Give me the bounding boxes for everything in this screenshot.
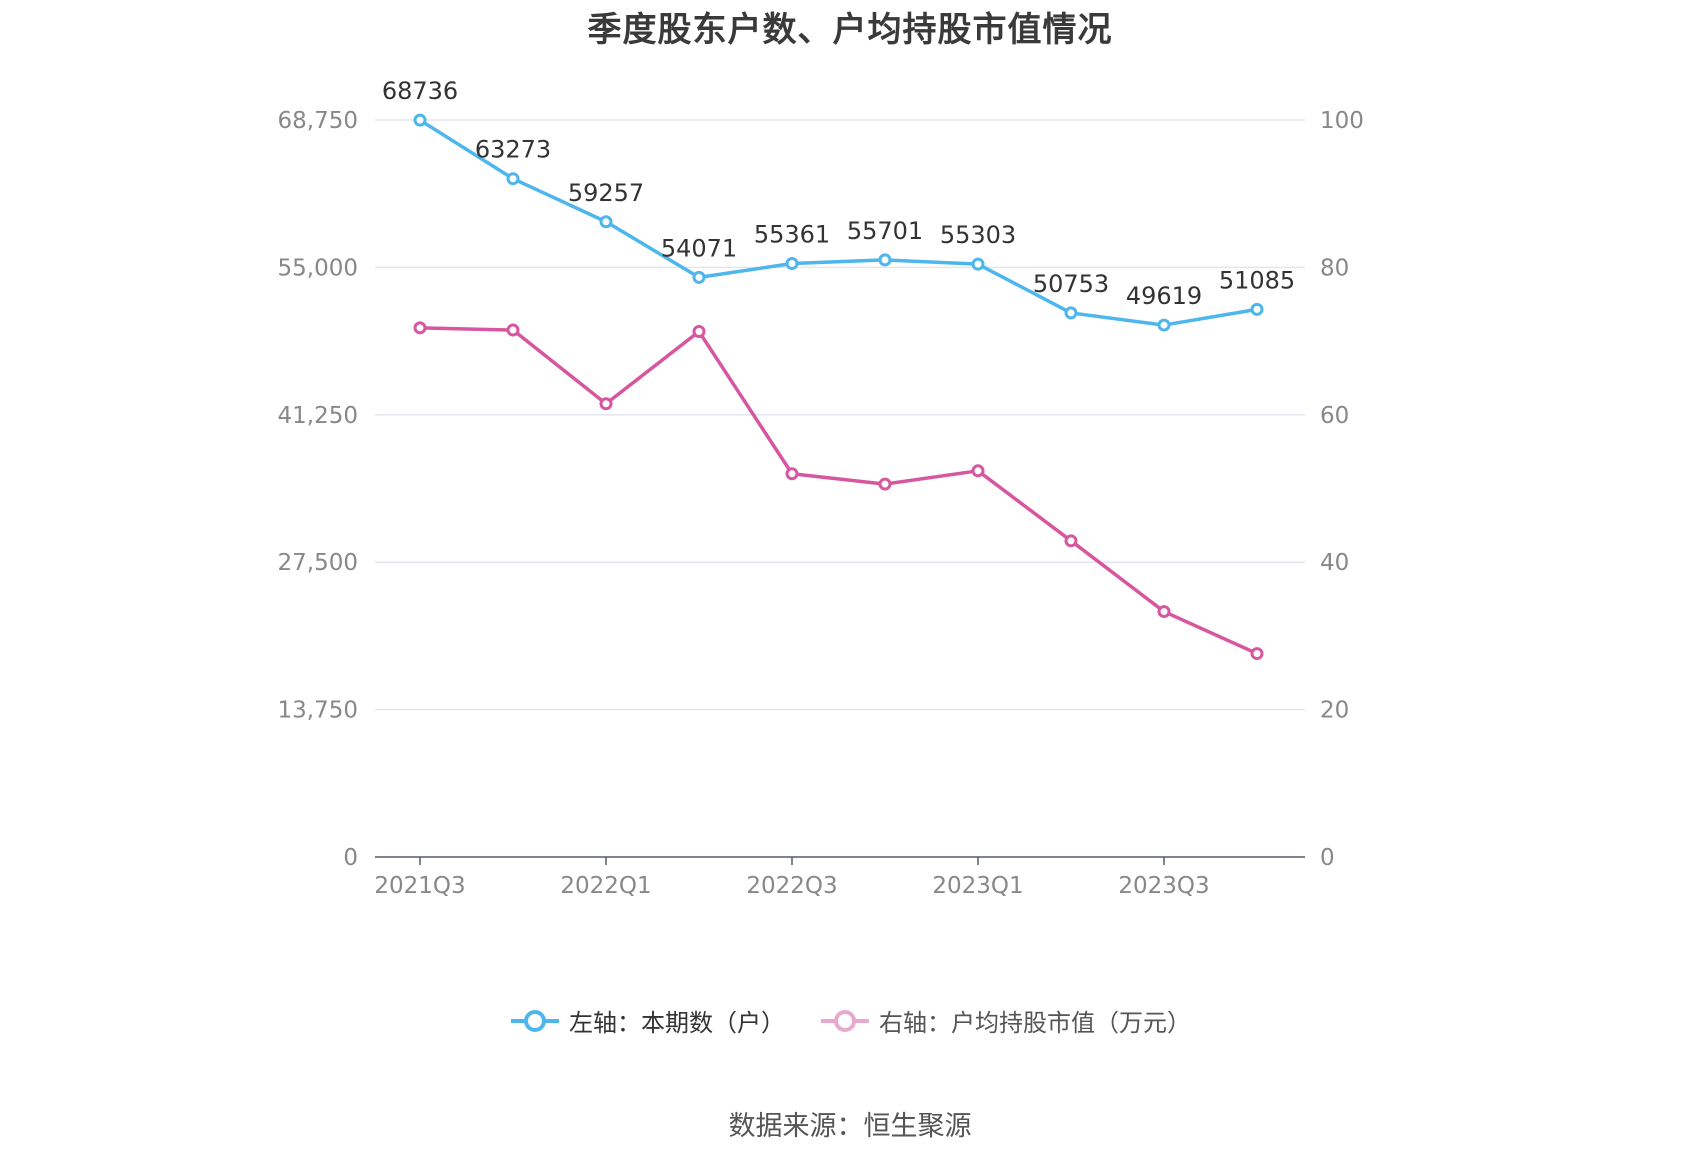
x-axis: 2021Q3 2022Q1 2022Q3 2023Q1 2023Q3 (374, 856, 1305, 899)
series-point-1 (1064, 534, 1078, 548)
x-tick-label: 2023Q1 (932, 873, 1023, 899)
y-left-tick-label: 13,750 (278, 698, 358, 724)
data-label: 51085 (1219, 266, 1295, 294)
series-point-0 (506, 172, 520, 186)
series-line-1 (419, 326, 1258, 656)
legend-label-households: 左轴：本期数（户） (569, 1009, 785, 1037)
series-point-1 (692, 325, 706, 339)
data-label: 49619 (1126, 282, 1202, 310)
x-tick-label: 2022Q1 (560, 873, 651, 899)
series-point-1 (785, 467, 799, 481)
series-point-1 (971, 464, 985, 478)
legend-line-marker-icon (511, 1009, 559, 1032)
y-right-tick-label: 0 (1320, 845, 1335, 871)
series-point-0 (1064, 306, 1078, 320)
data-label: 55701 (847, 217, 923, 245)
x-tick-label: 2023Q3 (1118, 873, 1209, 899)
data-label: 55303 (940, 221, 1016, 249)
y-axis-right: 0 20 40 60 80 100 (1320, 108, 1364, 871)
series-point-0 (1157, 318, 1171, 332)
data-label: 68736 (382, 77, 458, 105)
legend-line-marker-icon (821, 1009, 869, 1032)
x-tick-label: 2022Q3 (746, 873, 837, 899)
series-point-0 (692, 270, 706, 284)
series-point-0 (413, 113, 427, 127)
series-lines (419, 118, 1258, 656)
y-left-tick-label: 41,250 (278, 403, 358, 429)
series-point-0 (878, 253, 892, 267)
series-points (413, 113, 1264, 661)
legend-label-avg-value: 右轴：户均持股市值（万元） (879, 1009, 1191, 1037)
series-line-0 (419, 118, 1258, 327)
y-left-tick-label: 55,000 (278, 255, 358, 281)
y-left-tick-label: 68,750 (278, 108, 358, 134)
legend-item-households[interactable]: 左轴：本期数（户） (509, 1003, 785, 1038)
y-right-tick-label: 100 (1320, 108, 1364, 134)
y-right-tick-label: 60 (1320, 403, 1349, 429)
series-point-1 (599, 397, 613, 411)
series-point-0 (599, 215, 613, 229)
chart-title: 季度股东户数、户均持股市值情况 (587, 10, 1113, 50)
data-labels: 68736 63273 59257 54071 55361 55701 55303 50753… (382, 77, 1295, 310)
legend: 左轴：本期数（户） 右轴：户均持股市值（万元） (0, 1003, 1700, 1038)
y-left-tick-label: 0 (343, 845, 358, 871)
series-point-1 (878, 477, 892, 491)
y-axis-left: 0 13,750 27,500 41,250 55,000 68,750 (278, 108, 358, 871)
series-point-0 (971, 257, 985, 271)
series-point-1 (413, 321, 427, 335)
data-source: 数据来源：恒生聚源 (728, 1111, 972, 1142)
y-right-tick-label: 80 (1320, 255, 1349, 281)
y-right-tick-label: 40 (1320, 550, 1349, 576)
series-point-0 (1250, 302, 1264, 316)
grid-lines (375, 119, 1305, 711)
data-label: 55361 (754, 221, 830, 249)
data-label: 54071 (661, 234, 737, 262)
data-label: 63273 (475, 136, 551, 164)
series-point-0 (785, 257, 799, 271)
y-right-tick-label: 20 (1320, 698, 1349, 724)
x-tick-label: 2021Q3 (374, 873, 465, 899)
data-label: 59257 (568, 179, 644, 207)
y-left-tick-label: 27,500 (278, 550, 358, 576)
series-point-1 (1157, 605, 1171, 619)
legend-item-avg-value[interactable]: 右轴：户均持股市值（万元） (819, 1003, 1191, 1038)
series-point-1 (1250, 647, 1264, 661)
data-label: 50753 (1033, 270, 1109, 298)
series-point-1 (506, 323, 520, 337)
